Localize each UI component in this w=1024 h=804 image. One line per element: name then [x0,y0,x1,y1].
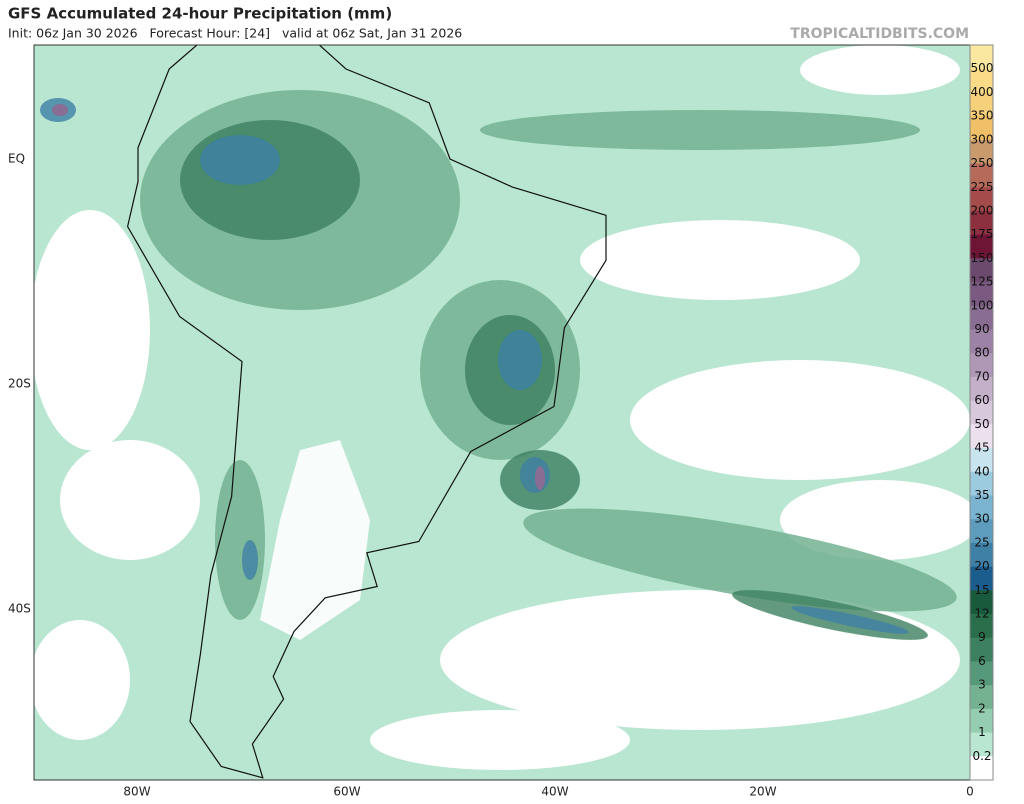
colorbar-swatch [970,614,993,639]
colorbar-swatch [970,685,993,710]
colorbar-label: 400 [971,85,994,99]
colorbar-swatch [970,424,993,449]
colorbar-swatch [970,92,993,117]
colorbar-swatch [970,68,993,93]
colorbar-swatch [970,163,993,188]
colorbar-swatch [970,590,993,615]
colorbar-swatch [970,756,993,781]
colorbar-label: 80 [974,346,989,360]
colorbar-label: 225 [971,180,994,194]
colorbar-label: 125 [971,275,994,289]
colorbar-swatch [970,139,993,165]
colorbar-label: 35 [974,488,989,502]
colorbar-label: 150 [971,251,994,265]
colorbar-label: 60 [974,393,989,407]
y-axis-label: EQ [8,152,25,166]
colorbar-label: 3 [978,678,986,692]
colorbar-swatch [970,495,993,520]
colorbar-label: 9 [978,630,986,644]
colorbar-frame [969,44,994,781]
colorbar-label: 30 [974,512,989,526]
colorbar-swatch [970,566,993,591]
colorbar-swatch [970,258,993,283]
colorbar-label: 15 [974,583,989,597]
coastline [126,45,607,779]
colorbar-label: 100 [971,298,994,312]
colorbar-swatch [970,45,993,70]
colorbar-label: 500 [971,61,994,75]
site-name: TROPICALTIDBITS.COM [790,26,969,42]
colorbar-swatch [970,661,993,686]
colorbar-swatch [970,542,993,568]
x-axis-label: 60W [333,785,360,799]
colorbar-label: 40 [974,464,989,478]
colorbar-swatch [970,353,993,378]
colorbar-swatch [970,708,993,734]
colorbar-swatch [970,329,993,354]
x-axis-label: 40W [541,785,568,799]
colorbar-label: 50 [974,417,989,431]
colorbar-swatch [970,448,993,473]
colorbar-swatch [970,637,993,662]
colorbar-label: 45 [974,441,989,455]
colorbar-swatch [970,519,993,544]
y-axis-label: 20S [8,377,31,391]
colorbar-swatch [970,471,993,496]
map-area [34,45,970,780]
colorbar-label: 20 [974,559,989,573]
colorbar-label: 1 [978,725,986,739]
colorbar-label: 350 [971,109,994,123]
x-axis-label: 20W [749,785,776,799]
colorbar-label: 175 [971,227,994,241]
x-axis-label: 80W [123,785,150,799]
colorbar-swatch [970,282,993,307]
colorbar-swatch [970,234,993,259]
land-dry [260,440,370,640]
colorbar-label: 200 [971,203,994,217]
colorbar-label: 0.2 [972,749,991,763]
colorbar-swatch [970,305,993,331]
colorbar-swatch [970,732,993,757]
colorbar-label: 6 [978,654,986,668]
colorbar-swatch [970,210,993,236]
colorbar-label: 250 [971,156,994,170]
y-axis-label: 40S [8,602,31,616]
colorbar-label: 12 [974,607,989,621]
colorbar-label: 70 [974,369,989,383]
title: GFS Accumulated 24-hour Precipitation (m… [8,5,392,23]
colorbar-swatch [970,400,993,425]
colorbar-swatch [970,376,993,402]
x-axis-label: 0 [966,785,974,799]
subtitle: Init: 06z Jan 30 2026 Forecast Hour: [24… [8,26,462,41]
colorbar-label: 25 [974,535,989,549]
colorbar-label: 300 [971,132,994,146]
colorbar-label: 2 [978,701,986,715]
colorbar-swatch [970,187,993,212]
colorbar-swatch [970,116,993,141]
colorbar-label: 90 [974,322,989,336]
